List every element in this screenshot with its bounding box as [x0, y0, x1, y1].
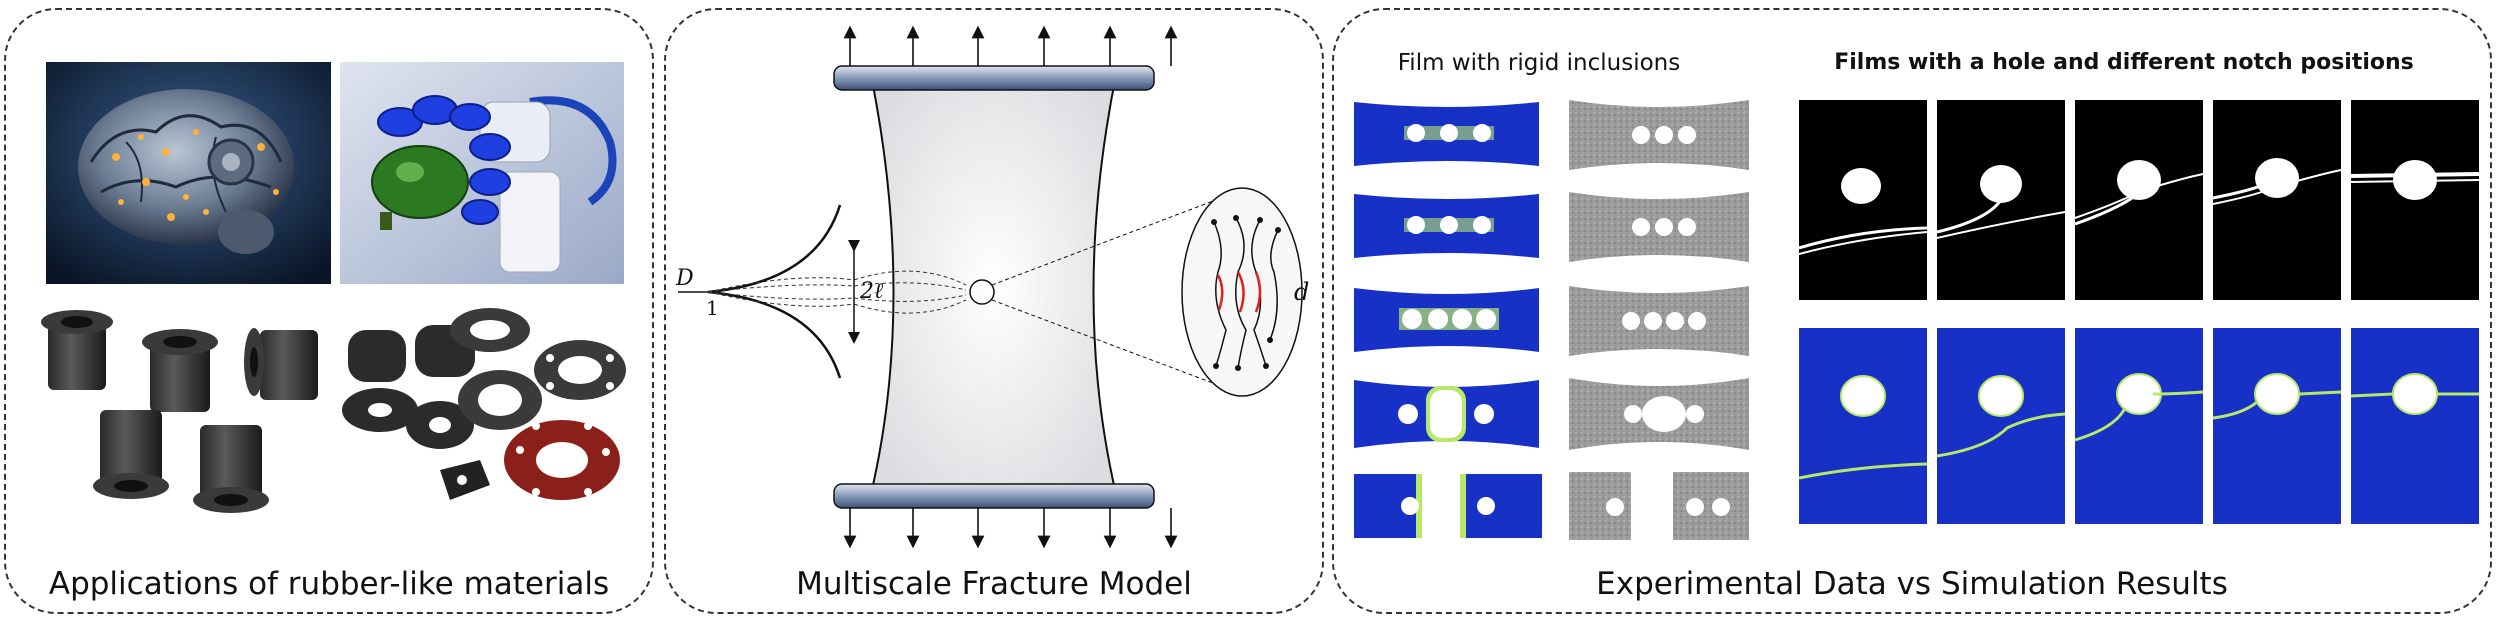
polymer-network-zoom	[1181, 187, 1303, 397]
rubber-bushings-image	[40, 300, 330, 520]
bottom-load-arrows	[843, 508, 1178, 549]
top-load-arrows	[843, 25, 1178, 66]
fracture-model-diagram	[678, 25, 1303, 549]
model-caption: Multiscale Fracture Model	[796, 566, 1192, 602]
subtitle-rigid-inclusions: Film with rigid inclusions	[1397, 50, 1681, 76]
inclusion-experiment-column	[1569, 100, 1749, 540]
damage-profile-curve	[707, 204, 842, 379]
notch-simulation-row	[1799, 328, 2479, 524]
soft-robot-image	[340, 62, 624, 284]
brain-image	[46, 62, 331, 284]
model-panel: D 1 2ℓ d Multiscale Fracture Model	[664, 8, 1324, 614]
label-one: 1	[706, 296, 719, 320]
inclusion-simulation-column	[1354, 102, 1542, 538]
gaskets-image	[340, 300, 630, 520]
zoom-region-circle	[969, 279, 995, 305]
label-two-ell: 2ℓ	[860, 279, 884, 304]
applications-caption: Applications of rubber-like materials	[48, 566, 610, 602]
experiments-panel: Film with rigid inclusions Films with a …	[1332, 8, 2492, 614]
label-d: d	[1294, 278, 1310, 306]
experiments-caption: Experimental Data vs Simulation Results	[1596, 566, 2228, 602]
notch-experiment-row	[1799, 100, 2480, 300]
subtitle-hole-notch: Films with a hole and different notch po…	[1834, 50, 2414, 75]
bottom-grip	[833, 483, 1155, 509]
label-D: D	[676, 266, 694, 291]
applications-panel: Applications of rubber-like materials	[4, 8, 654, 614]
top-grip	[833, 65, 1155, 91]
